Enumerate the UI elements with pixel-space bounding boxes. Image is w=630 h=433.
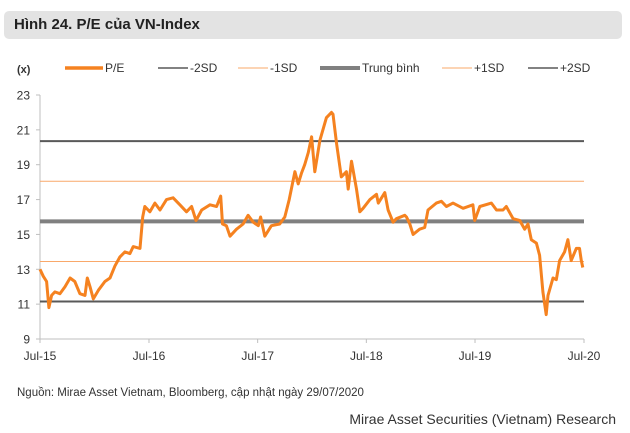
y-tick-label: 15 bbox=[17, 228, 31, 242]
title-bar: Hình 24. P/E của VN-Index bbox=[4, 11, 622, 39]
x-tick-label: Jul-16 bbox=[133, 349, 166, 363]
y-tick-label: 13 bbox=[17, 263, 31, 277]
legend-label: Trung bình bbox=[362, 61, 420, 75]
y-tick-label: 9 bbox=[23, 333, 30, 347]
y-axis-unit: (x) bbox=[17, 64, 31, 76]
research-credit: Mirae Asset Securities (Vietnam) Researc… bbox=[349, 411, 616, 427]
x-tick-label: Jul-18 bbox=[350, 349, 383, 363]
y-tick-label: 23 bbox=[17, 89, 31, 103]
y-tick-label: 19 bbox=[17, 158, 31, 172]
legend-label: +2SD bbox=[560, 61, 591, 75]
legend-label: P/E bbox=[105, 61, 124, 75]
x-tick-label: Jul-15 bbox=[24, 349, 57, 363]
y-tick-label: 21 bbox=[17, 123, 31, 137]
x-tick-label: Jul-20 bbox=[568, 349, 601, 363]
chart-title: Hình 24. P/E của VN-Index bbox=[14, 16, 200, 33]
y-tick-label: 17 bbox=[17, 193, 31, 207]
legend-label: -2SD bbox=[190, 61, 218, 75]
y-tick-label: 11 bbox=[18, 298, 31, 312]
x-tick-label: Jul-19 bbox=[459, 349, 492, 363]
source-note: Nguồn: Mirae Asset Vietnam, Bloomberg, c… bbox=[17, 387, 364, 399]
pe-series-line bbox=[38, 110, 585, 317]
legend-label: -1SD bbox=[270, 61, 298, 75]
x-tick-label: Jul-17 bbox=[241, 349, 274, 363]
legend-label: +1SD bbox=[474, 61, 505, 75]
